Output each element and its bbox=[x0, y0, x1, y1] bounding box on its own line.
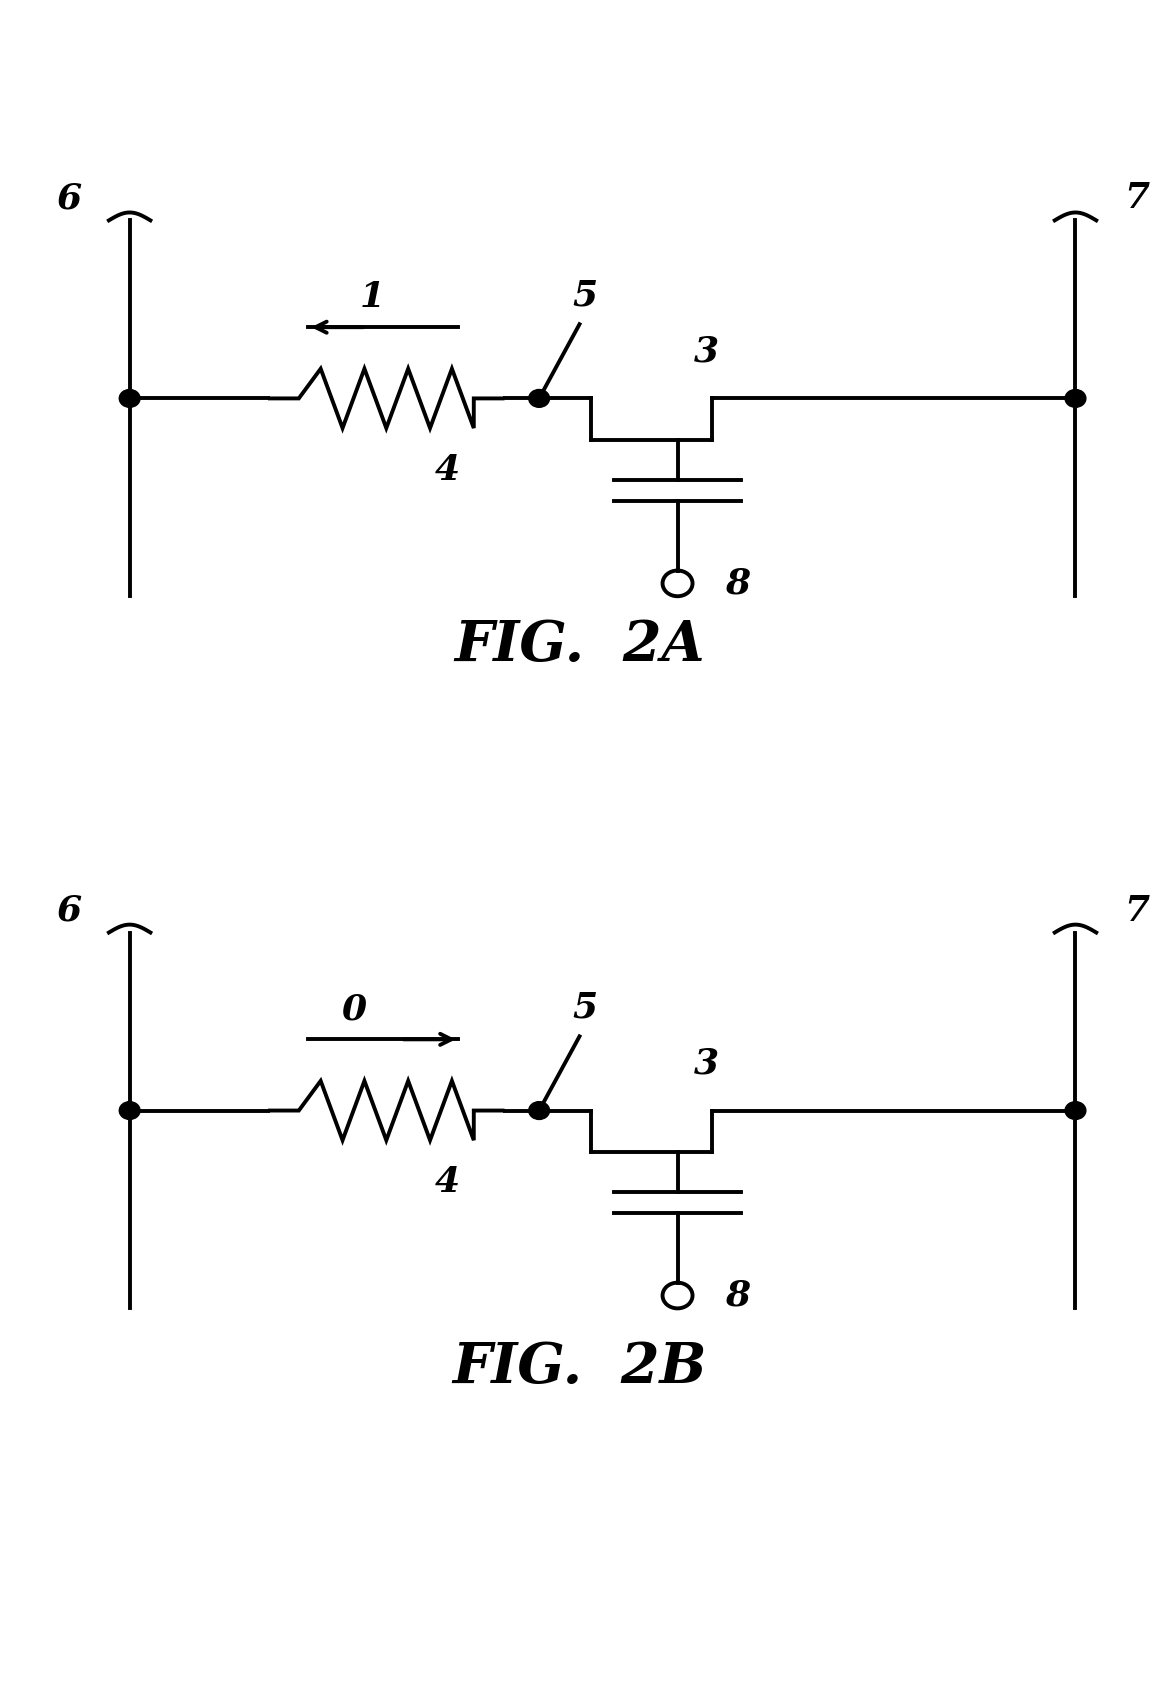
Text: 5: 5 bbox=[573, 278, 598, 312]
Circle shape bbox=[529, 1102, 549, 1120]
Text: 6: 6 bbox=[56, 894, 81, 928]
Text: 8: 8 bbox=[724, 1279, 750, 1312]
Circle shape bbox=[1065, 1102, 1086, 1120]
Text: 6: 6 bbox=[56, 182, 81, 216]
Text: 4: 4 bbox=[435, 1166, 459, 1199]
Circle shape bbox=[1065, 390, 1086, 407]
Circle shape bbox=[119, 1102, 140, 1120]
Text: FIG.  2B: FIG. 2B bbox=[452, 1339, 707, 1395]
Text: 7: 7 bbox=[1124, 182, 1149, 216]
Circle shape bbox=[119, 390, 140, 407]
Text: FIG.  2A: FIG. 2A bbox=[454, 617, 705, 673]
Text: 7: 7 bbox=[1124, 894, 1149, 928]
Circle shape bbox=[529, 390, 549, 407]
Text: 1: 1 bbox=[359, 280, 385, 314]
Text: 3: 3 bbox=[694, 1048, 719, 1081]
Text: 3: 3 bbox=[694, 334, 719, 369]
Text: 4: 4 bbox=[435, 452, 459, 488]
Text: 5: 5 bbox=[573, 990, 598, 1024]
Text: 8: 8 bbox=[724, 567, 750, 601]
Text: 0: 0 bbox=[342, 992, 367, 1026]
